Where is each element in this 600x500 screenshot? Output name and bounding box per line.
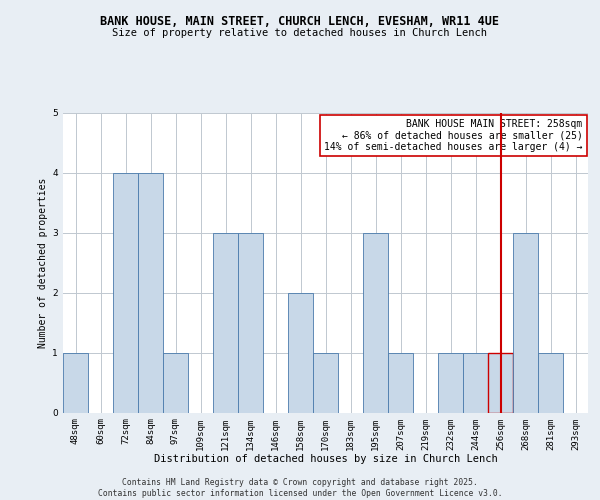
- Bar: [163, 352, 188, 412]
- Bar: [213, 232, 238, 412]
- Bar: [238, 232, 263, 412]
- Bar: [288, 292, 313, 412]
- Bar: [388, 352, 413, 412]
- Bar: [513, 232, 538, 412]
- Text: Size of property relative to detached houses in Church Lench: Size of property relative to detached ho…: [113, 28, 487, 38]
- Bar: [438, 352, 463, 412]
- Text: BANK HOUSE, MAIN STREET, CHURCH LENCH, EVESHAM, WR11 4UE: BANK HOUSE, MAIN STREET, CHURCH LENCH, E…: [101, 15, 499, 28]
- Text: Contains HM Land Registry data © Crown copyright and database right 2025.
Contai: Contains HM Land Registry data © Crown c…: [98, 478, 502, 498]
- Bar: [313, 352, 338, 412]
- Bar: [538, 352, 563, 412]
- Bar: [488, 352, 513, 412]
- Y-axis label: Number of detached properties: Number of detached properties: [38, 178, 48, 348]
- Bar: [363, 232, 388, 412]
- Text: BANK HOUSE MAIN STREET: 258sqm
← 86% of detached houses are smaller (25)
14% of : BANK HOUSE MAIN STREET: 258sqm ← 86% of …: [324, 118, 583, 152]
- X-axis label: Distribution of detached houses by size in Church Lench: Distribution of detached houses by size …: [154, 454, 497, 464]
- Bar: [463, 352, 488, 412]
- Bar: [113, 172, 138, 412]
- Bar: [138, 172, 163, 412]
- Bar: [63, 352, 88, 412]
